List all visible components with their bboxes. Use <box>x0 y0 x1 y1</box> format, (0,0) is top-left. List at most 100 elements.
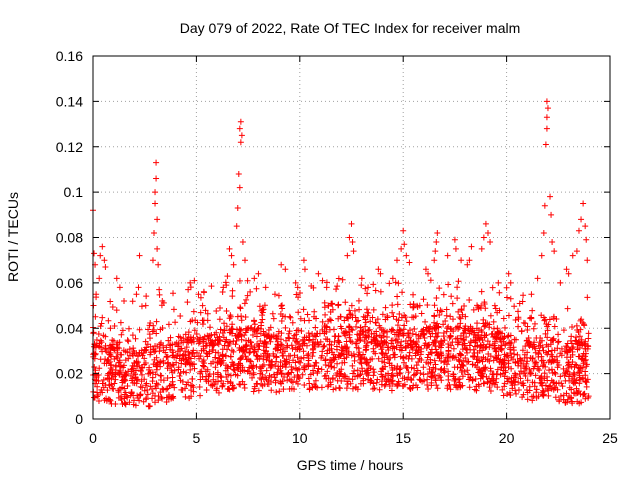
data-point <box>432 248 439 255</box>
data-point <box>244 277 251 284</box>
data-point <box>584 294 591 301</box>
y-tick-label: 0.08 <box>56 230 83 246</box>
data-point <box>486 384 493 391</box>
data-point <box>478 288 485 295</box>
data-point <box>280 352 287 359</box>
data-point <box>398 344 405 351</box>
data-point <box>384 344 391 351</box>
data-point <box>349 339 356 346</box>
data-point <box>438 308 445 315</box>
data-point <box>363 306 370 313</box>
data-point <box>393 257 400 264</box>
data-point <box>356 306 363 313</box>
data-point <box>109 341 116 348</box>
data-point <box>422 266 429 273</box>
data-point <box>220 334 227 341</box>
data-point <box>150 346 157 353</box>
data-point <box>278 370 285 377</box>
data-point <box>321 342 328 349</box>
data-point <box>474 320 481 327</box>
data-point <box>199 302 206 309</box>
data-point <box>292 279 299 286</box>
data-point <box>241 367 248 374</box>
data-point <box>515 314 522 321</box>
data-point <box>568 363 575 370</box>
data-point <box>156 344 163 351</box>
data-point <box>394 339 401 346</box>
data-point <box>505 332 512 339</box>
data-point <box>169 374 176 381</box>
data-point <box>314 368 321 375</box>
data-point <box>440 321 447 328</box>
data-point <box>132 374 139 381</box>
data-point <box>173 353 180 360</box>
data-point <box>532 345 539 352</box>
data-point <box>289 366 296 373</box>
data-point <box>109 303 116 310</box>
data-point <box>356 372 363 379</box>
data-point <box>292 346 299 353</box>
data-point <box>99 243 106 250</box>
data-point <box>312 324 319 331</box>
data-point <box>315 365 322 372</box>
data-point <box>464 261 471 268</box>
data-point <box>557 350 564 357</box>
y-tick-label: 0 <box>75 411 83 427</box>
data-point <box>538 377 545 384</box>
data-point <box>371 369 378 376</box>
data-point <box>249 374 256 381</box>
data-point <box>573 322 580 329</box>
x-tick-label: 5 <box>193 430 201 446</box>
data-point <box>130 401 137 408</box>
data-point <box>191 353 198 360</box>
data-point <box>333 343 340 350</box>
data-point <box>195 340 202 347</box>
data-point <box>152 189 159 196</box>
data-point <box>492 354 499 361</box>
data-point <box>427 333 434 340</box>
data-point <box>217 358 224 365</box>
data-point <box>482 322 489 329</box>
data-point <box>348 302 355 309</box>
data-point <box>434 385 441 392</box>
data-point <box>288 378 295 385</box>
data-point <box>156 286 163 293</box>
data-point <box>281 373 288 380</box>
data-point <box>343 385 350 392</box>
data-point <box>405 369 412 376</box>
data-point <box>404 330 411 337</box>
data-point <box>189 382 196 389</box>
data-point <box>369 314 376 321</box>
data-point <box>567 354 574 361</box>
data-point <box>374 376 381 383</box>
data-point <box>424 376 431 383</box>
data-point <box>433 239 440 246</box>
data-point <box>388 378 395 385</box>
data-point <box>355 351 362 358</box>
data-point <box>435 324 442 331</box>
data-point <box>219 330 226 337</box>
data-point <box>217 373 224 380</box>
data-point <box>243 342 250 349</box>
data-point <box>153 330 160 337</box>
data-point <box>211 341 218 348</box>
data-point <box>540 229 547 236</box>
data-point <box>103 348 110 355</box>
data-point <box>294 373 301 380</box>
data-point <box>497 356 504 363</box>
data-point <box>576 353 583 360</box>
data-point <box>528 370 535 377</box>
data-point <box>218 377 225 384</box>
data-point <box>116 284 123 291</box>
data-point <box>179 386 186 393</box>
data-point <box>313 360 320 367</box>
data-point <box>294 339 301 346</box>
data-point <box>205 373 212 380</box>
data-point <box>288 363 295 370</box>
data-point <box>395 317 402 324</box>
data-point <box>582 368 589 375</box>
data-point <box>172 341 179 348</box>
data-point <box>434 229 441 236</box>
data-point <box>372 336 379 343</box>
data-point <box>520 292 527 299</box>
